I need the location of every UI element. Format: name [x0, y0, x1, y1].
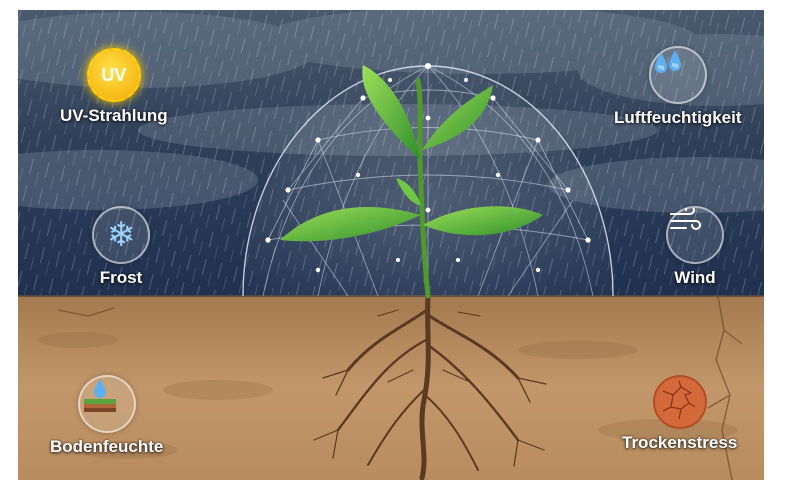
label-uv-strahlung: UV-Strahlung [60, 106, 168, 125]
svg-text:%: % [672, 63, 678, 70]
stressor-wind: Wind [666, 206, 724, 288]
uv-icon-text: UV [101, 64, 127, 85]
wind-gust-icon [666, 206, 724, 264]
illustration-scene: UV UV-Strahlung % % Luftfeuchtigkeit ❄ F… [18, 10, 764, 480]
soil-ground [18, 296, 764, 480]
water-drops-percent-icon: % % [648, 46, 707, 104]
stressor-drought: Trockenstress [622, 375, 737, 453]
svg-text:%: % [658, 65, 664, 72]
dome-light-points [265, 63, 591, 273]
label-bodenfeuchte: Bodenfeuchte [50, 437, 164, 456]
plant-roots [313, 293, 547, 480]
plant-seedling [280, 65, 543, 299]
stressor-uv: UV UV-Strahlung [60, 48, 168, 126]
label-wind: Wind [674, 268, 716, 287]
soil-moisture-drop-icon [77, 375, 136, 433]
stressor-frost: ❄ Frost [92, 206, 150, 288]
label-frost: Frost [99, 268, 143, 287]
snowflake-icon: ❄ [92, 206, 150, 264]
stressor-soil-moisture: Bodenfeuchte [50, 375, 163, 457]
soil-cracks [57, 295, 743, 480]
sun-uv-icon: UV [86, 48, 141, 102]
stressor-humidity: % % Luftfeuchtigkeit [614, 46, 742, 128]
label-luftfeuchtigkeit: Luftfeuchtigkeit [614, 108, 742, 127]
soil-texture [38, 332, 738, 459]
cracked-earth-icon [652, 375, 707, 429]
label-trockenstress: Trockenstress [622, 433, 738, 452]
